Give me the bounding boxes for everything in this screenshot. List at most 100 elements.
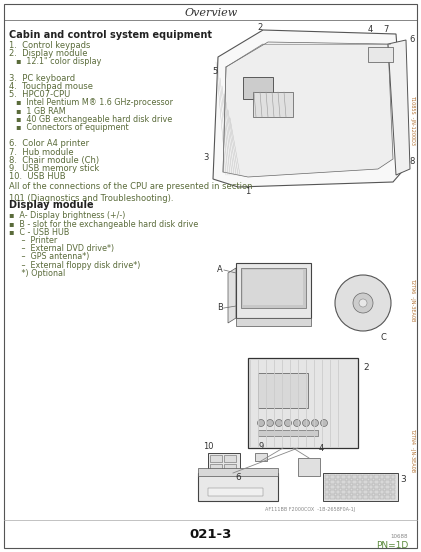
Bar: [375, 480, 379, 484]
Text: *) Optional: *) Optional: [14, 269, 65, 278]
Bar: [368, 47, 393, 62]
Bar: [369, 475, 373, 479]
Bar: [336, 475, 341, 479]
Bar: [380, 485, 384, 489]
Text: 10: 10: [203, 442, 213, 451]
Bar: [352, 495, 357, 499]
Bar: [224, 464, 236, 471]
Bar: [258, 430, 318, 436]
Bar: [352, 490, 357, 494]
Bar: [369, 485, 373, 489]
Bar: [352, 480, 357, 484]
Text: ▪  12.1" color display: ▪ 12.1" color display: [16, 57, 101, 66]
Text: –  Printer: – Printer: [14, 236, 57, 245]
Bar: [380, 480, 384, 484]
Bar: [243, 77, 273, 99]
Bar: [341, 490, 346, 494]
Bar: [336, 490, 341, 494]
Circle shape: [335, 275, 391, 331]
Text: 5: 5: [212, 67, 218, 77]
Circle shape: [303, 420, 309, 427]
Bar: [198, 473, 278, 501]
Bar: [330, 480, 335, 484]
Text: 9.  USB memory stick: 9. USB memory stick: [9, 164, 99, 173]
Bar: [347, 480, 352, 484]
Text: 6.  Color A4 printer: 6. Color A4 printer: [9, 140, 89, 148]
Bar: [358, 485, 362, 489]
Circle shape: [258, 420, 264, 427]
Text: 8.  Chair module (Ch): 8. Chair module (Ch): [9, 156, 99, 165]
Bar: [375, 490, 379, 494]
Bar: [330, 490, 335, 494]
Text: 9: 9: [258, 442, 264, 451]
Bar: [369, 490, 373, 494]
Text: ▪  1 GB RAM: ▪ 1 GB RAM: [16, 107, 66, 115]
Bar: [386, 475, 390, 479]
Text: T2T96  -JN-3EA0B: T2T96 -JN-3EA0B: [410, 278, 416, 322]
Bar: [375, 485, 379, 489]
Circle shape: [359, 299, 367, 307]
Bar: [208, 488, 263, 496]
Bar: [386, 485, 390, 489]
Bar: [347, 475, 352, 479]
Text: 1.  Control keypads: 1. Control keypads: [9, 41, 91, 50]
Bar: [210, 455, 222, 462]
Bar: [325, 495, 330, 499]
Text: –  External floppy disk drive*): – External floppy disk drive*): [14, 261, 140, 269]
Bar: [391, 480, 395, 484]
Text: 3: 3: [203, 152, 209, 162]
Bar: [369, 495, 373, 499]
Bar: [341, 475, 346, 479]
Text: 4: 4: [368, 25, 373, 34]
Bar: [325, 490, 330, 494]
Text: ▪  C - USB HUB: ▪ C - USB HUB: [9, 228, 69, 237]
Text: ▪  A- Display brightness (+/-): ▪ A- Display brightness (+/-): [9, 211, 125, 220]
Bar: [347, 495, 352, 499]
Bar: [224, 455, 236, 462]
Text: T1085S  -JN-1200D3: T1085S -JN-1200D3: [410, 95, 416, 145]
Polygon shape: [223, 42, 393, 177]
Text: 8: 8: [409, 157, 415, 167]
Text: All of the connections of the CPU are presented in section
101 (Diagnostics and : All of the connections of the CPU are pr…: [9, 182, 253, 203]
Circle shape: [275, 420, 282, 427]
Bar: [380, 495, 384, 499]
Bar: [358, 475, 362, 479]
Bar: [336, 480, 341, 484]
Text: 4: 4: [318, 444, 324, 453]
Text: AF111BB F2000COX  -1B-2658F0A-1J: AF111BB F2000COX -1B-2658F0A-1J: [265, 507, 355, 512]
Text: Display module: Display module: [9, 200, 93, 210]
Bar: [248, 358, 358, 448]
Bar: [325, 480, 330, 484]
Bar: [375, 475, 379, 479]
Text: ▪  Intel Pentium M® 1.6 GHz-processor: ▪ Intel Pentium M® 1.6 GHz-processor: [16, 98, 173, 108]
Bar: [325, 485, 330, 489]
Circle shape: [320, 420, 328, 427]
Bar: [352, 485, 357, 489]
Bar: [391, 485, 395, 489]
Bar: [380, 475, 384, 479]
Text: 021-3: 021-3: [190, 528, 232, 540]
Bar: [363, 495, 368, 499]
Text: T2TN4  -JN-3EA0B: T2TN4 -JN-3EA0B: [410, 428, 416, 472]
Text: 5.  HPC07-CPU: 5. HPC07-CPU: [9, 90, 70, 99]
Bar: [391, 490, 395, 494]
Text: ▪  Connectors of equipment: ▪ Connectors of equipment: [16, 123, 129, 132]
Bar: [258, 373, 308, 408]
Bar: [336, 495, 341, 499]
Text: Overview: Overview: [184, 8, 237, 18]
Bar: [363, 490, 368, 494]
Text: ▪  40 GB exchangeable hard disk drive: ▪ 40 GB exchangeable hard disk drive: [16, 115, 172, 124]
Text: PN=1D: PN=1D: [376, 540, 408, 549]
Bar: [341, 495, 346, 499]
Text: A: A: [217, 266, 223, 274]
Bar: [323, 473, 398, 501]
Bar: [236, 263, 311, 318]
Bar: [198, 468, 278, 476]
Bar: [352, 475, 357, 479]
Text: 3.  PC keyboard: 3. PC keyboard: [9, 74, 75, 83]
Bar: [391, 495, 395, 499]
Text: 7: 7: [383, 25, 389, 34]
Bar: [363, 485, 368, 489]
Polygon shape: [228, 268, 236, 323]
Circle shape: [353, 293, 373, 313]
